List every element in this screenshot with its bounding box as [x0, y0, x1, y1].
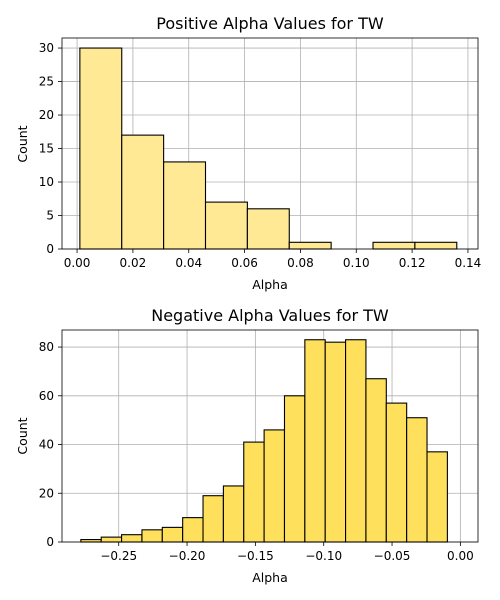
- histogram-bar: [246, 208, 290, 250]
- histogram-bar: [263, 429, 286, 543]
- chart-title: Positive Alpha Values for TW: [156, 14, 384, 33]
- y-tick-label: 0: [46, 242, 54, 256]
- histogram-bar: [79, 47, 123, 250]
- histogram-bar: [100, 536, 123, 543]
- x-tick-label: 0.00: [447, 549, 474, 563]
- axes-frame: [61, 37, 479, 250]
- y-tick-label: 15: [39, 142, 54, 156]
- histogram-bar: [121, 134, 165, 250]
- histogram-bar: [324, 341, 347, 543]
- histogram-bar: [283, 395, 306, 543]
- y-tick-label: 60: [39, 389, 54, 403]
- x-axis-label: Alpha: [252, 277, 288, 292]
- histogram-bar: [406, 417, 428, 543]
- x-tick-label: 0.04: [175, 256, 202, 270]
- x-tick-label: −0.15: [237, 549, 274, 563]
- histogram-bar: [304, 339, 326, 543]
- axes-frame: [61, 329, 479, 543]
- y-axis-label: Count: [15, 125, 30, 162]
- negative-alpha-histogram: Negative Alpha Values for TW Alpha Count…: [15, 306, 479, 585]
- x-tick-label: −0.10: [305, 549, 342, 563]
- x-tick-label: −0.20: [169, 549, 206, 563]
- histogram-bar: [121, 534, 143, 543]
- y-axis-label: Count: [15, 417, 30, 454]
- y-tick-label: 25: [39, 75, 54, 89]
- x-tick-label: 0.00: [64, 256, 91, 270]
- y-tick-label: 80: [39, 340, 54, 354]
- x-tick-label: −0.25: [100, 549, 137, 563]
- y-tick-label: 20: [39, 108, 54, 122]
- y-tick-label: 0: [46, 535, 54, 549]
- histogram-bar: [182, 517, 204, 543]
- y-tick-label: 30: [39, 41, 54, 55]
- histogram-bar: [204, 201, 248, 250]
- y-tick-label: 40: [39, 438, 54, 452]
- x-tick-label: 0.12: [399, 256, 426, 270]
- positive-alpha-histogram: Positive Alpha Values for TW Alpha Count…: [15, 14, 481, 292]
- y-tick-label: 5: [46, 209, 54, 223]
- x-tick-label: 0.10: [343, 256, 370, 270]
- histogram-bar: [202, 495, 224, 543]
- histogram-bar: [426, 451, 448, 543]
- y-tick-label: 20: [39, 486, 54, 500]
- histogram-bar: [161, 526, 184, 543]
- histogram-bar: [288, 241, 332, 250]
- x-axis-label: Alpha: [252, 570, 288, 585]
- x-tick-label: 0.08: [287, 256, 314, 270]
- histogram-bar: [163, 161, 207, 250]
- histogram-bar: [365, 378, 387, 543]
- histogram-bar: [345, 339, 367, 543]
- histogram-bar: [385, 402, 408, 543]
- chart-title: Negative Alpha Values for TW: [151, 306, 389, 325]
- histogram-bar: [372, 241, 416, 250]
- histogram-bar: [141, 529, 163, 543]
- x-tick-label: 0.14: [455, 256, 482, 270]
- x-tick-label: 0.02: [120, 256, 147, 270]
- histogram-bar: [222, 485, 245, 543]
- x-tick-label: −0.05: [374, 549, 411, 563]
- y-tick-label: 10: [39, 175, 54, 189]
- x-tick-label: 0.06: [231, 256, 258, 270]
- histogram-bar: [243, 441, 265, 543]
- histogram-bar: [414, 241, 458, 250]
